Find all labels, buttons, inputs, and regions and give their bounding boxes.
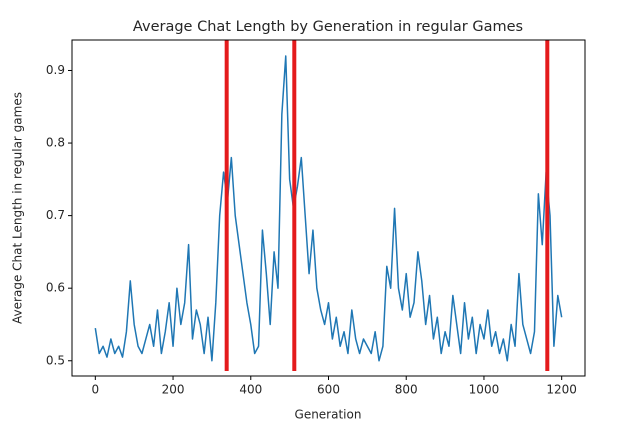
- y-tick-label: 0.6: [46, 281, 65, 295]
- y-axis-label: Average Chat Length in regular games: [11, 92, 25, 324]
- x-tick-label: 1200: [546, 383, 577, 397]
- y-tick-label: 0.8: [46, 136, 65, 150]
- plot-frame: [71, 39, 586, 377]
- x-axis-label: Generation: [295, 408, 362, 422]
- x-tick-label: 200: [162, 383, 185, 397]
- y-tick-label: 0.7: [46, 208, 65, 222]
- y-tick-label: 0.9: [46, 63, 65, 77]
- x-tick-label: 800: [395, 383, 418, 397]
- x-tick-label: 0: [91, 383, 99, 397]
- x-tick-label: 400: [239, 383, 262, 397]
- x-tick-label: 600: [317, 383, 340, 397]
- x-tick-label: 1000: [469, 383, 500, 397]
- data-line: [94, 55, 563, 362]
- y-tick-label: 0.5: [46, 353, 65, 367]
- chart-title: Average Chat Length by Generation in reg…: [133, 19, 523, 35]
